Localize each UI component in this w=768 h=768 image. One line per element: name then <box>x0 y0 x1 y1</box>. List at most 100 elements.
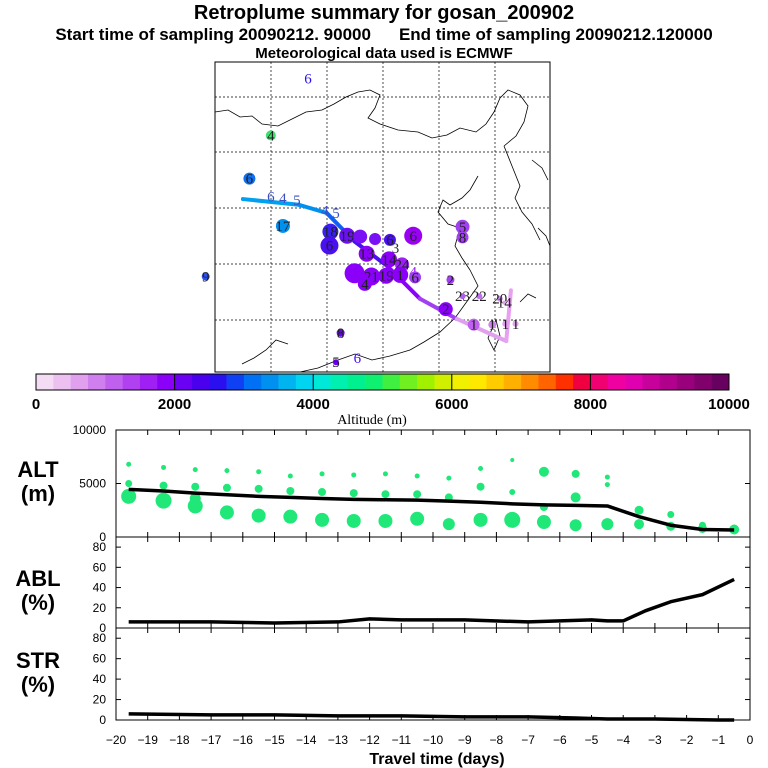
plume-marker-label: 8 <box>337 326 345 342</box>
x-tick-label: −17 <box>201 733 222 747</box>
plume-cluster-point <box>378 513 393 528</box>
plume-cluster-point <box>121 488 137 504</box>
hainan-coast <box>241 339 289 365</box>
plume-marker-label: 23 <box>455 289 470 305</box>
plume-cluster-point <box>187 498 203 514</box>
plume-cluster-point <box>504 511 521 528</box>
plume-cluster-point <box>315 512 330 527</box>
plume-cluster-point <box>125 480 133 487</box>
plume-marker-label: 1 <box>396 268 404 284</box>
colorbar-swatch <box>295 374 314 390</box>
x-tick-label: −10 <box>423 733 444 747</box>
colorbar-tick-label: 0 <box>32 396 40 413</box>
trajectory-segment <box>454 316 509 343</box>
korea-coast <box>503 145 541 241</box>
plume-marker <box>201 272 210 281</box>
y-tick-label: 10000 <box>73 423 107 437</box>
plume-marker-label: 6 <box>246 172 254 188</box>
x-axis-ticks: −20 −19 −18 −17 −16 −15 −14 −13 −12 −11 −10 −9 −8 −7−… <box>106 733 754 747</box>
plume-marker-label: 6 <box>304 71 312 87</box>
plume-marker <box>332 359 339 366</box>
plume-cluster-point <box>192 467 198 473</box>
plume-marker-label: 1 <box>489 318 497 334</box>
plume-marker-label: 22 <box>472 289 487 305</box>
plume-cluster-point <box>446 475 452 481</box>
y-tick-label: 0 <box>99 530 106 544</box>
colorbar-tick-label: 4000 <box>297 396 330 413</box>
y-tick-label: 0 <box>99 621 106 635</box>
colorbar-swatch <box>538 374 557 390</box>
mongolia-border <box>214 89 529 147</box>
plume-marker-label: 6 <box>386 233 394 249</box>
plume-marker <box>476 293 483 300</box>
plume-marker-label: 4 <box>279 191 287 207</box>
plume-cluster-point <box>318 488 327 497</box>
y-tick-label: 60 <box>93 652 107 666</box>
plume-cluster-point <box>319 471 325 477</box>
series-line <box>128 577 735 625</box>
plume-marker <box>383 233 396 246</box>
colorbar-swatch <box>434 374 453 390</box>
series-line <box>128 487 735 532</box>
colorbar-swatch <box>642 374 660 390</box>
plume-marker <box>358 245 375 262</box>
plume-marker <box>344 263 365 284</box>
plume-marker-label: 6 <box>326 239 334 255</box>
colorbar-swatch <box>243 374 262 390</box>
colorbar-swatch <box>365 374 383 390</box>
plume-cluster-point <box>634 519 645 530</box>
plume-cluster-point <box>478 466 484 472</box>
colorbar-tick-label: 10000 <box>708 396 750 413</box>
colorbar-label: Altitude (m) <box>337 413 407 428</box>
colorbar-swatch <box>278 374 297 390</box>
plume-marker-label: 4 <box>321 203 329 219</box>
alt-ylabel-top: ALT <box>17 457 59 482</box>
x-tick-label: −8 <box>490 733 504 747</box>
colorbar-swatch <box>659 374 678 390</box>
colorbar-swatch <box>191 374 210 390</box>
plume-marker <box>243 172 256 185</box>
plume-marker-label: 14 <box>497 296 513 312</box>
plume-marker-label: 17 <box>275 219 291 235</box>
colorbar-swatch <box>486 374 505 390</box>
plume-marker-label: 6 <box>267 190 275 206</box>
y-tick-label: 40 <box>93 581 107 595</box>
trajectory-tail <box>504 288 513 343</box>
abl-plot-frame <box>115 536 751 629</box>
colorbar-swatch <box>521 374 539 390</box>
plume-cluster-point <box>509 489 516 496</box>
colorbar-swatch <box>451 374 470 390</box>
str-plot-frame <box>115 627 751 721</box>
colorbar-tick-label: 8000 <box>574 396 607 413</box>
plume-marker <box>459 293 466 300</box>
colorbar-swatch <box>555 374 574 390</box>
plume-marker <box>322 223 339 240</box>
plume-marker <box>456 231 469 244</box>
plume-marker-label: 5 <box>332 206 340 222</box>
x-tick-label: −18 <box>169 733 190 747</box>
plume-marker-label: 4 <box>267 128 275 144</box>
x-tick-label: −2 <box>680 733 694 747</box>
x-tick-label: 0 <box>747 733 754 747</box>
trajectory-segment <box>417 296 459 321</box>
colorbar-tick-label: 2000 <box>158 396 191 413</box>
plume-marker <box>467 318 480 331</box>
plume-cluster-point <box>254 484 263 493</box>
x-tick-label: −20 <box>106 733 127 747</box>
colorbar-swatch <box>261 374 279 390</box>
str-ylabel-top: STR <box>16 648 60 673</box>
plume-marker-label: 6 <box>411 270 419 286</box>
colorbar-swatch <box>139 374 158 390</box>
plume-cluster-point <box>571 469 580 478</box>
plume-marker-label: 18 <box>323 225 338 241</box>
plume-cluster-point <box>382 471 388 477</box>
colorbar-swatch <box>694 374 712 390</box>
plume-marker-label: 19 <box>379 269 394 285</box>
plume-marker <box>381 251 398 268</box>
plume-cluster-point <box>634 505 644 515</box>
str-panel: STR (%) 0 20 40 60 80 <box>16 627 751 727</box>
colorbar-swatch <box>36 374 54 390</box>
plume-cluster-point <box>155 492 172 509</box>
plume-marker <box>353 229 368 244</box>
x-axis-label: Travel time (days) <box>369 751 504 768</box>
